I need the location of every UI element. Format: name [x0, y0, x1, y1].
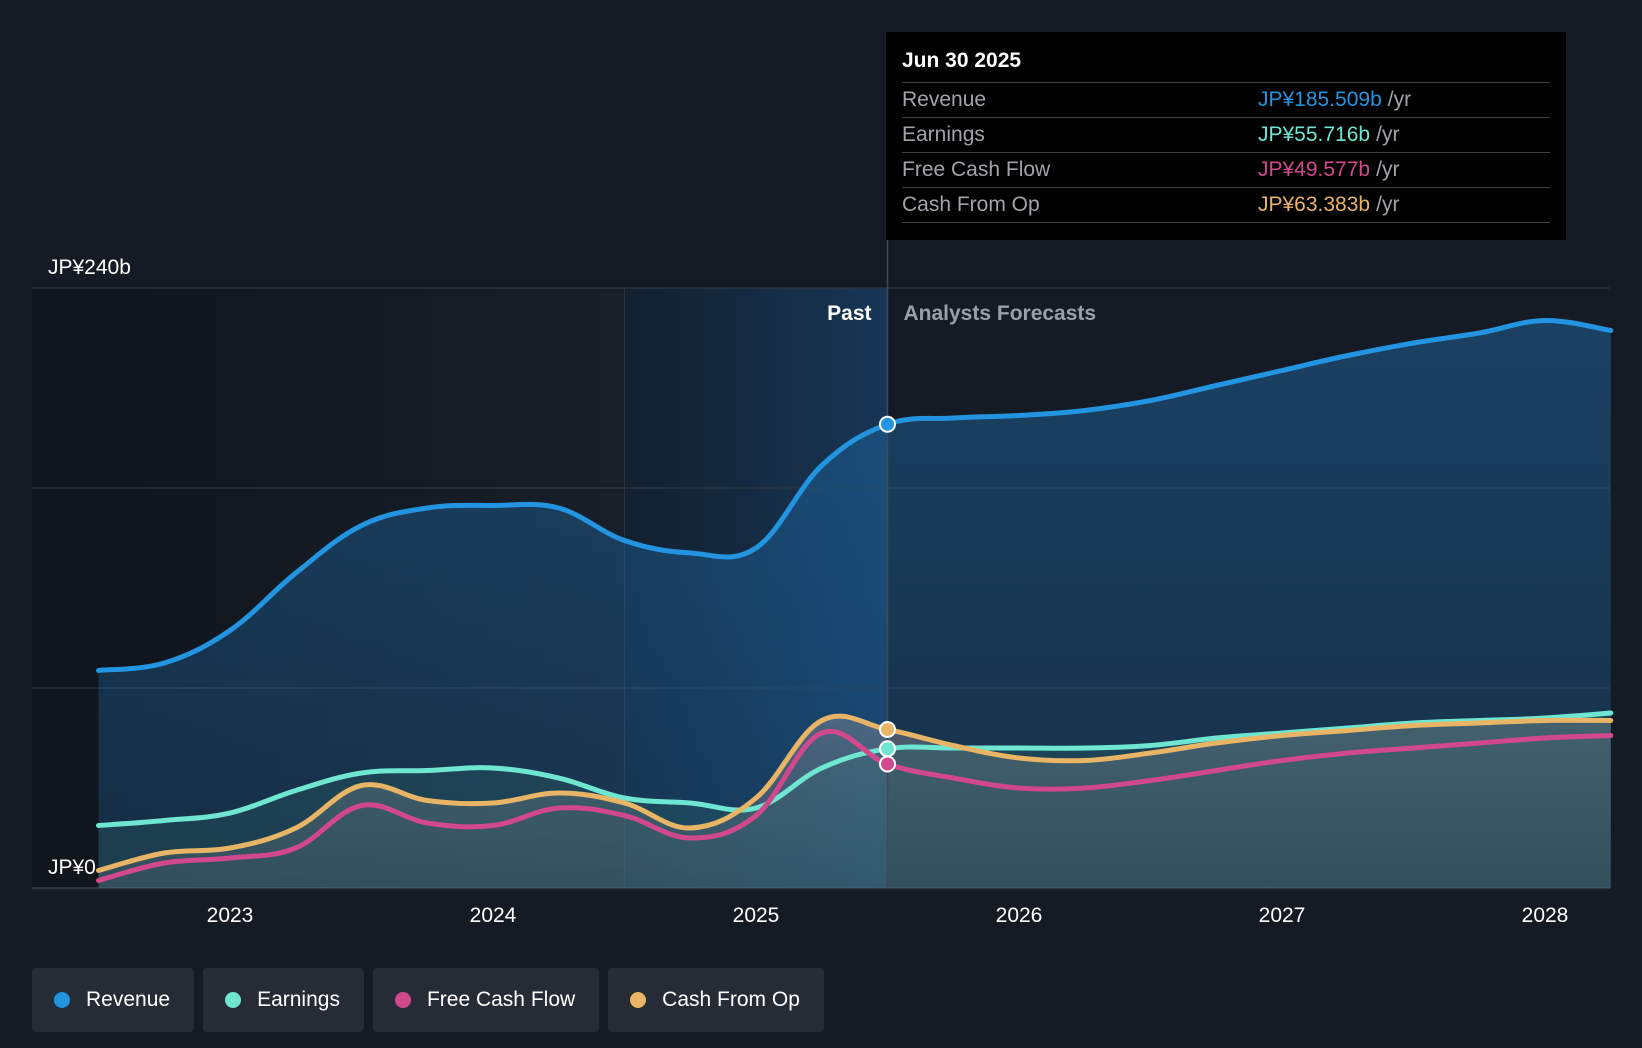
series-line-free-cash-flow [96, 728, 1614, 883]
tooltip-value: JP¥185.509b [1258, 88, 1382, 111]
tooltip-label: Free Cash Flow [902, 158, 1051, 181]
tooltip-unit: /yr [1376, 193, 1400, 216]
earnings-area [98, 713, 1611, 888]
tooltip: Jun 30 2025 Revenue JP¥185.509b /yr Earn… [886, 32, 1566, 240]
legend-label: Cash From Op [662, 988, 800, 1011]
x-tick-label: 2025 [733, 904, 780, 927]
data-point-revenue [879, 415, 896, 433]
legend-dot-icon [225, 992, 242, 1008]
tooltip-value: JP¥49.577b [1258, 158, 1371, 181]
legend-dot-icon [394, 992, 411, 1008]
tooltip-unit: /yr [1387, 88, 1412, 111]
tooltip-unit: /yr [1376, 123, 1400, 146]
forecast-label: Analysts Forecasts [904, 302, 1097, 325]
series-line-revenue [96, 317, 1614, 673]
marker-layer [879, 415, 896, 773]
legend-item-cash-from-op[interactable]: Cash From Op [608, 968, 824, 1032]
tooltip-unit: /yr [1376, 158, 1400, 181]
legend: Revenue Earnings Free Cash Flow Cash Fro… [32, 968, 824, 1032]
legend-label: Earnings [257, 988, 340, 1011]
legend-label: Free Cash Flow [426, 988, 576, 1011]
data-point-earnings [879, 740, 896, 758]
data-point-cash-from-op [879, 721, 896, 738]
x-tick-label: 2026 [996, 904, 1043, 927]
tooltip-row-earnings: Earnings JP¥55.716b /yr [902, 118, 1550, 153]
label-layer: JP¥0 JP¥240b 2023 2024 2025 2026 2027 2028 Past A… [48, 256, 1568, 927]
legend-label: Revenue [86, 988, 171, 1011]
legend-item-free-cash-flow[interactable]: Free Cash Flow [372, 968, 600, 1032]
tooltip-row-cash-from-op: Cash From Op JP¥63.383b /yr [902, 188, 1550, 223]
tooltip-date: Jun 30 2025 [902, 46, 1550, 83]
tooltip-value: JP¥55.716b [1258, 123, 1371, 146]
tooltip-label: Cash From Op [902, 193, 1040, 216]
tooltip-label: Earnings [902, 123, 985, 146]
tooltip-label: Revenue [902, 88, 987, 111]
legend-item-earnings[interactable]: Earnings [203, 968, 364, 1032]
legend-dot-icon [54, 992, 70, 1008]
tooltip-value: JP¥63.383b [1258, 193, 1371, 216]
legend-dot-icon [630, 992, 647, 1008]
data-point-free-cash-flow [879, 755, 896, 773]
area-layer [98, 320, 1611, 889]
x-tick-label: 2023 [207, 904, 254, 927]
legend-item-revenue[interactable]: Revenue [32, 968, 195, 1032]
line-layer [96, 240, 1614, 888]
x-tick-label: 2028 [1522, 904, 1569, 927]
series-line-cash-from-op [96, 713, 1614, 873]
y-axis-label: JP¥0 [48, 856, 96, 879]
x-tick-label: 2027 [1259, 904, 1306, 927]
x-tick-label: 2024 [470, 904, 517, 927]
tooltip-row-revenue: Revenue JP¥185.509b /yr [902, 83, 1550, 118]
y-axis-label: JP¥240b [48, 256, 131, 279]
past-label: Past [827, 302, 871, 325]
cash-from-op-area [98, 716, 1611, 888]
tooltip-row-free-cash-flow: Free Cash Flow JP¥49.577b /yr [902, 153, 1550, 188]
